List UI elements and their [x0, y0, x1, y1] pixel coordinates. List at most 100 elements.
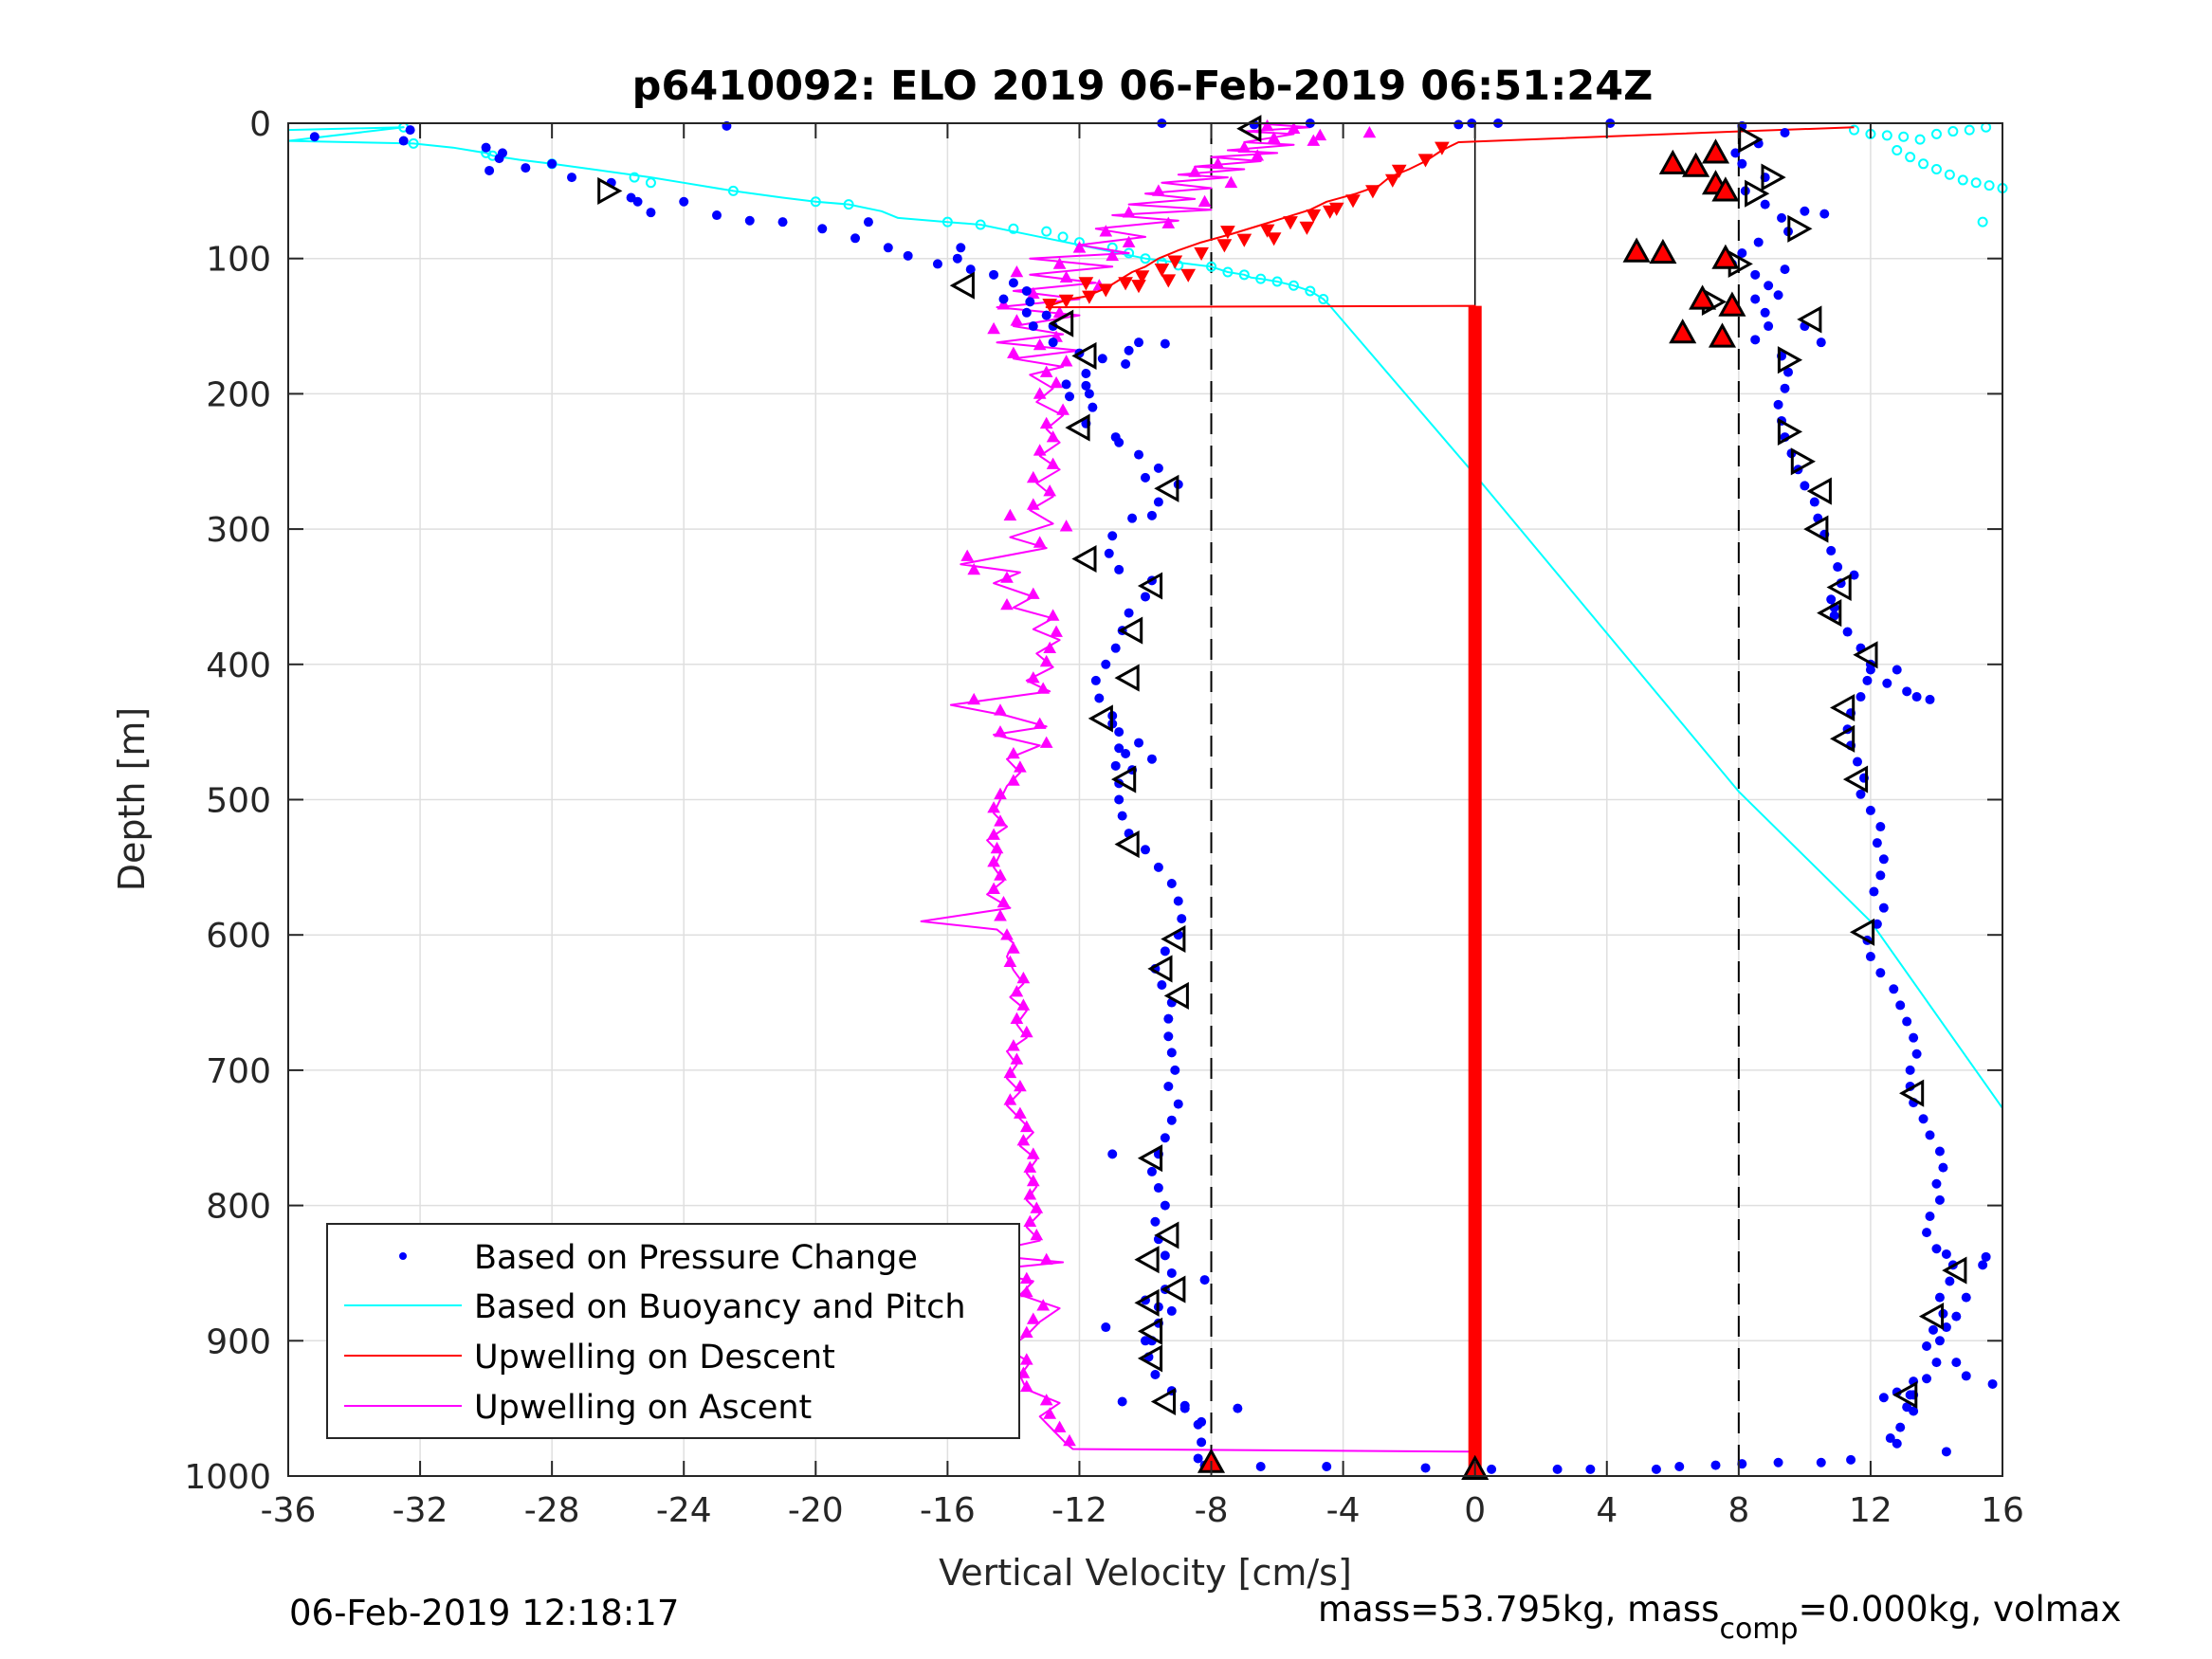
upwelling-ascent-point [1000, 597, 1014, 611]
upwelling-ascent-point [1030, 1201, 1044, 1213]
pressure-change-point [1922, 1374, 1932, 1384]
event-marker [1658, 149, 1687, 174]
upwelling-ascent-point [1161, 216, 1176, 228]
direction-marker [1134, 1288, 1160, 1317]
buoyancy-pitch-point [1305, 285, 1316, 297]
x-tick-label: -16 [920, 1491, 976, 1530]
y-axis-label: Depth [m] [111, 707, 153, 892]
buoyancy-pitch-point [629, 172, 640, 183]
pressure-change-point [547, 158, 558, 169]
buoyancy-pitch-point [1008, 223, 1019, 234]
upwelling-ascent-point [1003, 1066, 1017, 1079]
upwelling-ascent-point [987, 321, 1000, 335]
direction-marker [1777, 417, 1803, 446]
pressure-change-point [1146, 1166, 1157, 1176]
pressure-change-point [744, 215, 755, 226]
y-tick-label: 400 [206, 647, 271, 685]
upwelling-ascent-point [1039, 736, 1053, 748]
pressure-change-point [1420, 1463, 1431, 1473]
buoyancy-pitch-point [843, 199, 854, 210]
pressure-change-point [1902, 686, 1912, 697]
pressure-change-point [1829, 611, 1839, 621]
event-marker [1622, 237, 1651, 263]
pressure-change-point [1783, 367, 1793, 377]
pressure-change-point [632, 196, 643, 207]
pressure-change-point [1163, 1013, 1174, 1024]
pressure-change-point [1922, 1341, 1932, 1352]
x-tick-label: 4 [1596, 1491, 1618, 1530]
upwelling-ascent-point [1026, 470, 1040, 483]
pressure-change-point [1737, 158, 1747, 169]
pressure-change-point [1938, 1162, 1948, 1173]
pressure-change-point [498, 148, 507, 158]
upwelling-ascent-point [1307, 134, 1321, 146]
upwelling-ascent-point [1043, 1407, 1057, 1419]
pressure-change-point [1197, 1416, 1207, 1427]
upwelling-ascent-point [1046, 430, 1060, 443]
upwelling-ascent-point [1287, 121, 1301, 134]
pressure-change-point [1322, 1462, 1332, 1472]
direction-marker [1163, 981, 1189, 1010]
pressure-change-point [1048, 337, 1058, 348]
pressure-change-point [1124, 345, 1134, 356]
pressure-change-point [1150, 1369, 1161, 1379]
buoyancy-pitch-point [1318, 294, 1329, 305]
upwelling-descent-point [1384, 173, 1400, 188]
upwelling-ascent-point [960, 549, 975, 561]
direction-marker [949, 271, 975, 300]
x-tick-label: -12 [1051, 1491, 1107, 1530]
pressure-change-point [1141, 1336, 1150, 1346]
upwelling-descent-point [1391, 164, 1407, 178]
event-marker [1711, 176, 1740, 202]
pressure-change-point [1773, 399, 1783, 410]
legend-box [326, 1223, 1020, 1439]
pressure-change-point [1153, 497, 1163, 507]
pressure-change-point [1856, 692, 1866, 702]
buoyancy-pitch-point [645, 177, 656, 189]
buoyancy-pitch-point [1947, 126, 1959, 137]
pressure-change-point [1065, 392, 1075, 402]
pressure-change-point [1146, 754, 1157, 764]
pressure-change-point [1193, 1453, 1203, 1464]
footer-mass-a: mass=53.795kg, mass [1318, 1589, 1719, 1630]
pressure-change-point [1934, 1194, 1945, 1205]
upwelling-ascent-point [1237, 140, 1252, 153]
upwelling-descent-point [1345, 194, 1361, 209]
pressure-change-point [1134, 449, 1144, 460]
upwelling-ascent-point [1000, 928, 1014, 940]
pressure-change-point [1197, 1437, 1207, 1448]
upwelling-ascent-point [1019, 1271, 1033, 1284]
upwelling-descent-point [1180, 268, 1197, 283]
pressure-change-point [777, 217, 788, 228]
buoyancy-pitch-point [1041, 226, 1052, 237]
upwelling-descent-point [1259, 224, 1275, 238]
upwelling-descent-zero-column [1468, 305, 1482, 1469]
pressure-change-point [1764, 321, 1774, 332]
pressure-change-point [521, 163, 531, 173]
upwelling-descent-point [1134, 270, 1150, 284]
pressure-change-point [1710, 1460, 1721, 1470]
upwelling-ascent-point [987, 828, 1000, 840]
upwelling-ascent-point [967, 562, 981, 575]
pressure-change-point [863, 217, 873, 228]
pressure-change-point [481, 142, 491, 153]
pressure-change-point [1925, 694, 1935, 704]
pressure-change-point [1008, 278, 1018, 288]
x-tick-label: -36 [261, 1491, 317, 1530]
pressure-change-point [1166, 1048, 1177, 1058]
pressure-change-point [1849, 570, 1859, 580]
pressure-change-point [1651, 1464, 1661, 1474]
upwelling-descent-line [1045, 126, 1855, 1469]
upwelling-ascent-point [1072, 241, 1087, 253]
upwelling-ascent-point [1313, 128, 1327, 141]
upwelling-descent-point [1236, 233, 1252, 247]
upwelling-ascent-point [987, 882, 1000, 894]
pressure-change-point [932, 259, 942, 269]
pressure-change-point [1819, 209, 1830, 219]
direction-marker [1137, 572, 1163, 600]
pressure-change-point [1081, 368, 1091, 378]
buoyancy-pitch-point [1970, 177, 1982, 189]
buoyancy-pitch-point [1898, 131, 1910, 142]
buoyancy-pitch-point [975, 219, 986, 230]
